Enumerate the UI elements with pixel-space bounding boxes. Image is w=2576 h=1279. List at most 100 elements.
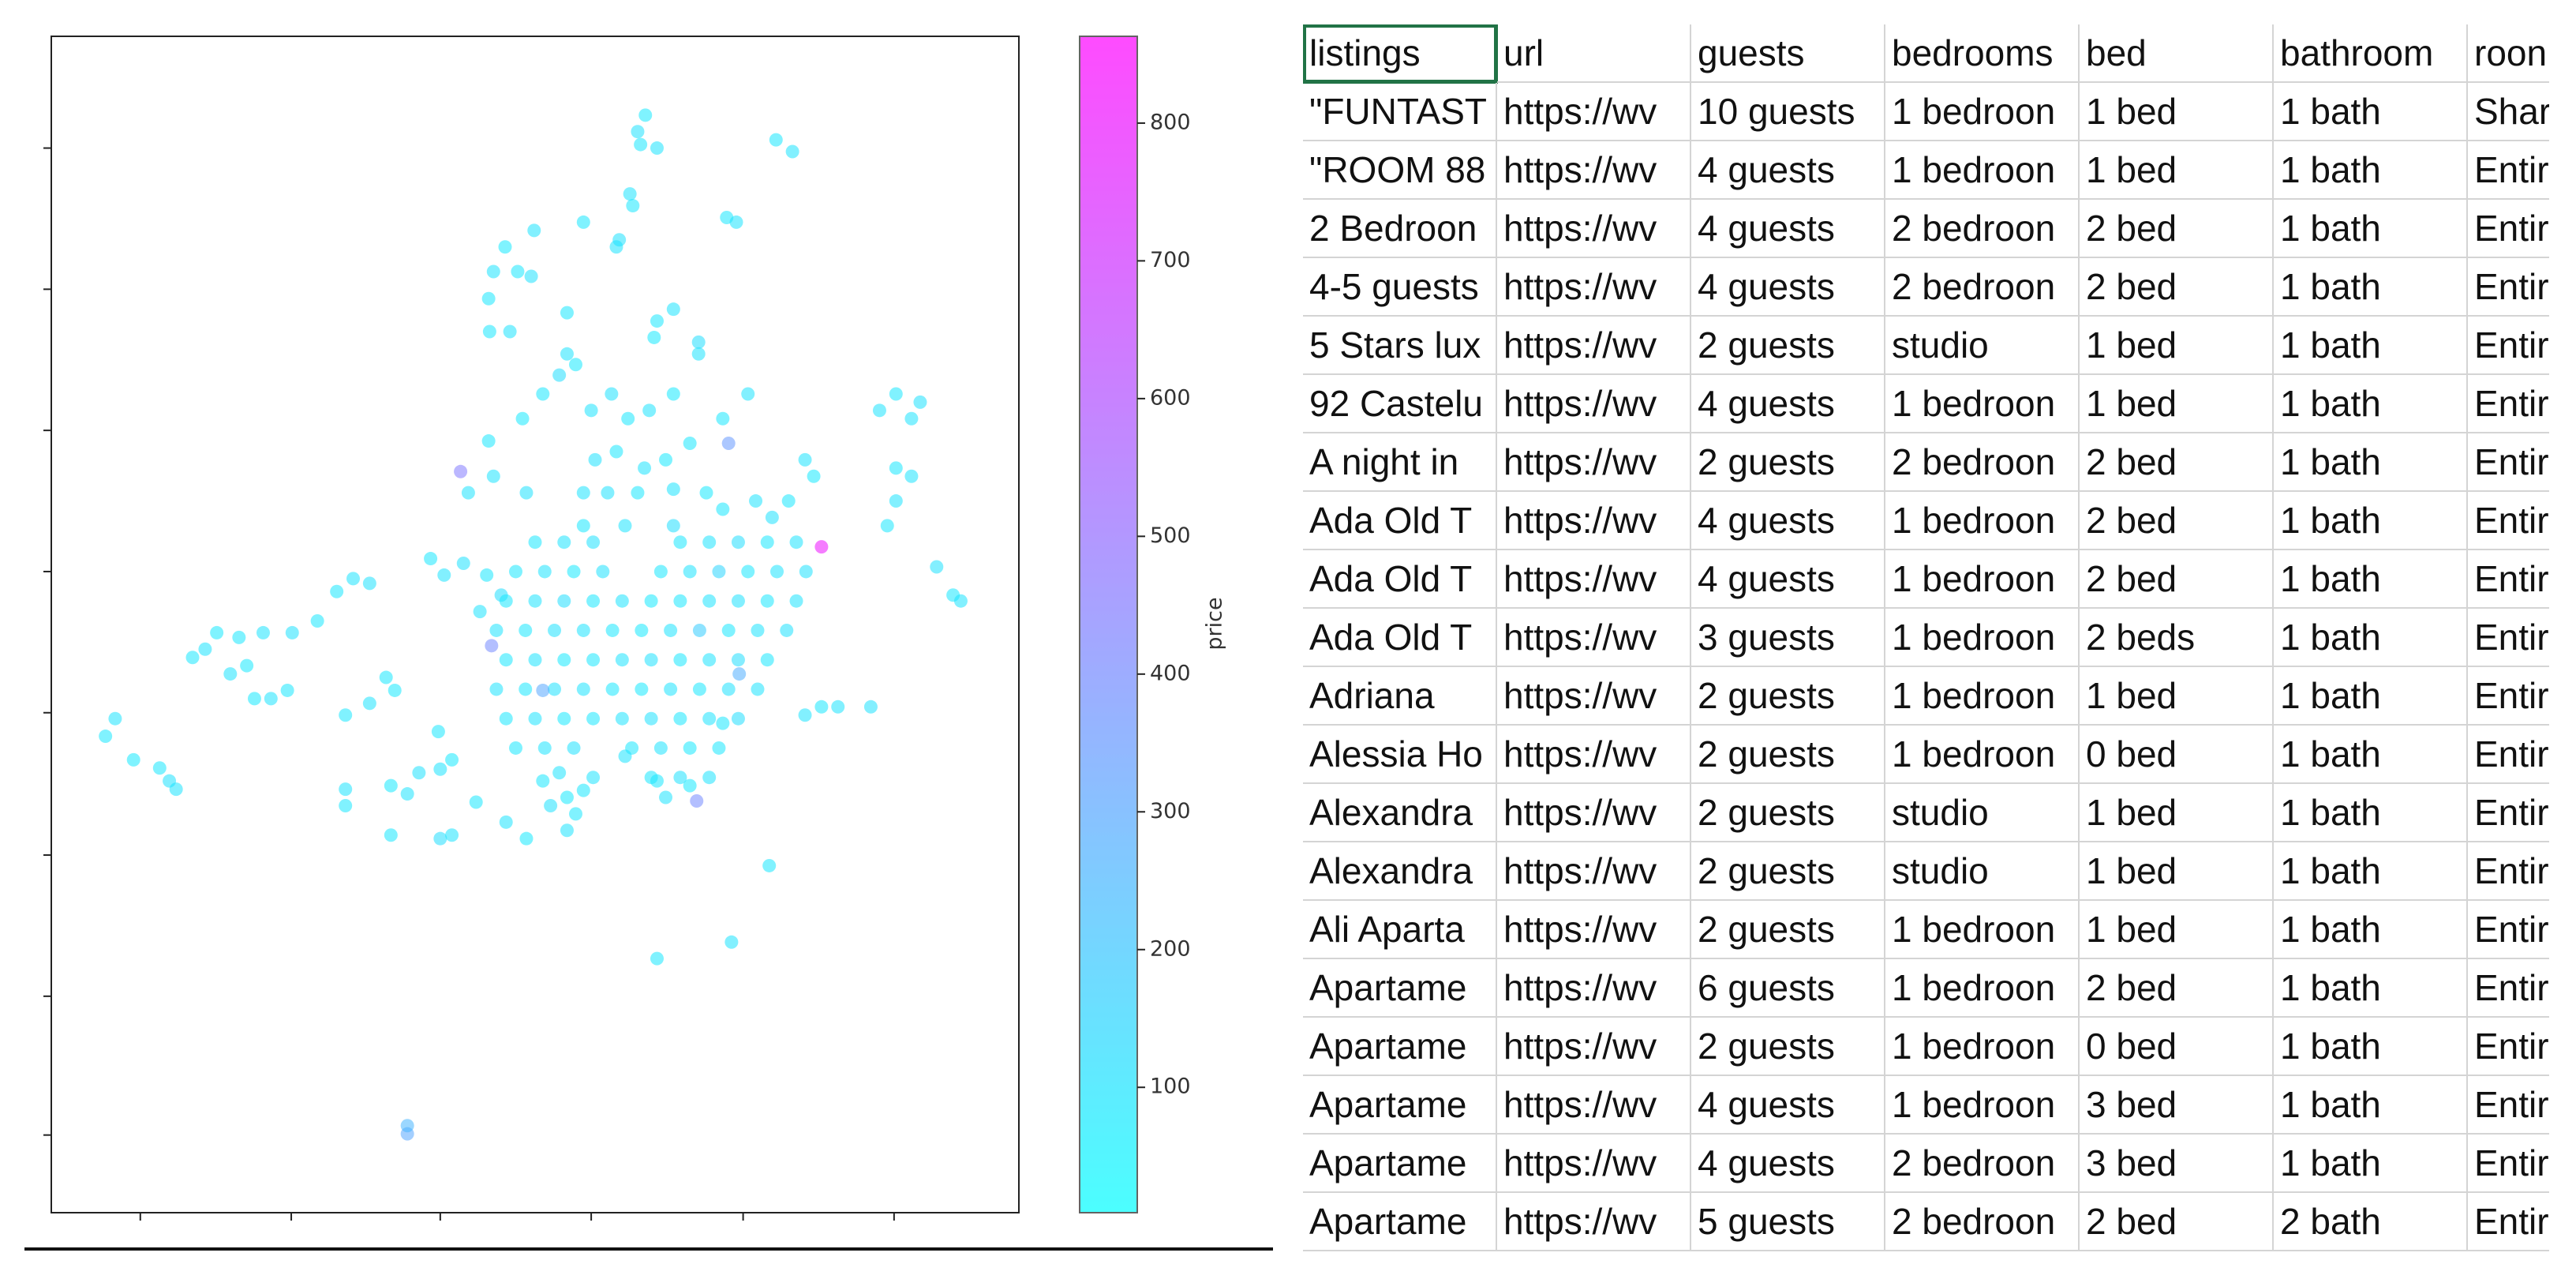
cell[interactable]: Entir [2468, 667, 2549, 726]
cell[interactable]: 1 bath [2274, 842, 2468, 901]
cell[interactable]: Alexandra [1303, 784, 1497, 842]
cell[interactable]: 4 guests [1691, 258, 1885, 317]
cell[interactable]: 1 bath [2274, 784, 2468, 842]
cell[interactable]: 1 bed [2080, 901, 2274, 959]
cell[interactable]: https://wv [1497, 1193, 1691, 1251]
cell[interactable]: Entir [2468, 433, 2549, 492]
cell[interactable]: Alexandra [1303, 842, 1497, 901]
cell[interactable]: roon [2468, 24, 2549, 83]
cell[interactable]: 1 bath [2274, 433, 2468, 492]
cell[interactable]: 4 guests [1691, 550, 1885, 609]
cell[interactable]: Entir [2468, 609, 2549, 667]
cell[interactable]: https://wv [1497, 317, 1691, 375]
cell[interactable]: 1 bath [2274, 375, 2468, 433]
cell[interactable]: 1 bath [2274, 667, 2468, 726]
cell[interactable]: 0 bed [2080, 726, 2274, 784]
cell[interactable]: Entir [2468, 901, 2549, 959]
cell[interactable]: 1 bath [2274, 83, 2468, 141]
cell[interactable]: 1 bedroon [1885, 141, 2080, 200]
cell[interactable]: 2 guests [1691, 784, 1885, 842]
cell[interactable]: Entir [2468, 258, 2549, 317]
cell[interactable]: studio [1885, 317, 2080, 375]
cell[interactable]: https://wv [1497, 492, 1691, 550]
cell[interactable]: 2 bedroon [1885, 1193, 2080, 1251]
cell[interactable]: Shar [2468, 83, 2549, 141]
cell[interactable]: Entir [2468, 1018, 2549, 1076]
cell[interactable]: Ada Old T [1303, 609, 1497, 667]
cell[interactable]: 2 bedroon [1885, 258, 2080, 317]
cell[interactable]: https://wv [1497, 258, 1691, 317]
cell[interactable]: https://wv [1497, 141, 1691, 200]
cell[interactable]: 4 guests [1691, 375, 1885, 433]
cell[interactable]: 2 guests [1691, 842, 1885, 901]
cell[interactable]: Apartame [1303, 1193, 1497, 1251]
cell[interactable]: https://wv [1497, 83, 1691, 141]
cell[interactable]: 2 guests [1691, 726, 1885, 784]
cell[interactable]: https://wv [1497, 1018, 1691, 1076]
cell[interactable]: 1 bath [2274, 492, 2468, 550]
cell[interactable]: https://wv [1497, 609, 1691, 667]
cell[interactable]: 92 Castelu [1303, 375, 1497, 433]
cell[interactable]: Entir [2468, 375, 2549, 433]
cell[interactable]: https://wv [1497, 842, 1691, 901]
cell[interactable]: 1 bath [2274, 959, 2468, 1018]
cell[interactable]: https://wv [1497, 433, 1691, 492]
cell[interactable]: Entir [2468, 550, 2549, 609]
cell[interactable]: Apartame [1303, 1076, 1497, 1135]
cell[interactable]: 5 guests [1691, 1193, 1885, 1251]
cell[interactable]: 3 bed [2080, 1135, 2274, 1193]
cell[interactable]: 2 bed [2080, 550, 2274, 609]
cell[interactable]: https://wv [1497, 200, 1691, 258]
cell[interactable]: 4-5 guests [1303, 258, 1497, 317]
cell[interactable]: Ada Old T [1303, 550, 1497, 609]
cell[interactable]: Entir [2468, 842, 2549, 901]
cell[interactable]: Alessia Ho [1303, 726, 1497, 784]
cell[interactable]: 2 bedroon [1885, 200, 2080, 258]
cell[interactable]: 0 bed [2080, 1018, 2274, 1076]
cell[interactable]: 3 guests [1691, 609, 1885, 667]
cell[interactable]: 1 bath [2274, 1018, 2468, 1076]
cell[interactable]: 1 bath [2274, 317, 2468, 375]
cell[interactable]: https://wv [1497, 901, 1691, 959]
cell[interactable]: 1 bed [2080, 784, 2274, 842]
cell[interactable]: 2 bed [2080, 200, 2274, 258]
cell[interactable]: 2 Bedroon [1303, 200, 1497, 258]
cell[interactable]: 4 guests [1691, 492, 1885, 550]
cell[interactable]: 1 bedroon [1885, 83, 2080, 141]
cell[interactable]: Apartame [1303, 1135, 1497, 1193]
cell[interactable]: Entir [2468, 141, 2549, 200]
cell[interactable]: Entir [2468, 1135, 2549, 1193]
cell[interactable]: 1 bath [2274, 1135, 2468, 1193]
cell[interactable]: 1 bath [2274, 1076, 2468, 1135]
cell[interactable]: 1 bedroon [1885, 901, 2080, 959]
cell[interactable]: Entir [2468, 784, 2549, 842]
cell[interactable]: 4 guests [1691, 1076, 1885, 1135]
cell[interactable]: 2 guests [1691, 667, 1885, 726]
cell[interactable]: 1 bedroon [1885, 609, 2080, 667]
cell[interactable]: 2 bed [2080, 433, 2274, 492]
cell[interactable]: 1 bedroon [1885, 959, 2080, 1018]
cell[interactable]: studio [1885, 842, 2080, 901]
cell[interactable]: 4 guests [1691, 141, 1885, 200]
cell[interactable]: 1 bath [2274, 200, 2468, 258]
cell[interactable]: studio [1885, 784, 2080, 842]
cell[interactable]: Entir [2468, 1193, 2549, 1251]
cell[interactable]: 1 bed [2080, 842, 2274, 901]
cell[interactable]: https://wv [1497, 667, 1691, 726]
cell[interactable]: 2 bath [2274, 1193, 2468, 1251]
cell[interactable]: 1 bed [2080, 141, 2274, 200]
cell[interactable]: 1 bedroon [1885, 492, 2080, 550]
cell[interactable]: 2 bedroon [1885, 433, 2080, 492]
cell[interactable]: 1 bed [2080, 667, 2274, 726]
cell[interactable]: 2 beds [2080, 609, 2274, 667]
cell[interactable]: https://wv [1497, 726, 1691, 784]
cell[interactable]: 1 bath [2274, 609, 2468, 667]
cell[interactable]: 1 bed [2080, 83, 2274, 141]
cell[interactable]: listings [1303, 24, 1498, 84]
cell[interactable]: 4 guests [1691, 1135, 1885, 1193]
cell[interactable]: 3 bed [2080, 1076, 2274, 1135]
cell[interactable]: 2 guests [1691, 901, 1885, 959]
cell[interactable]: 10 guests [1691, 83, 1885, 141]
cell[interactable]: A night in [1303, 433, 1497, 492]
cell[interactable]: 2 guests [1691, 433, 1885, 492]
